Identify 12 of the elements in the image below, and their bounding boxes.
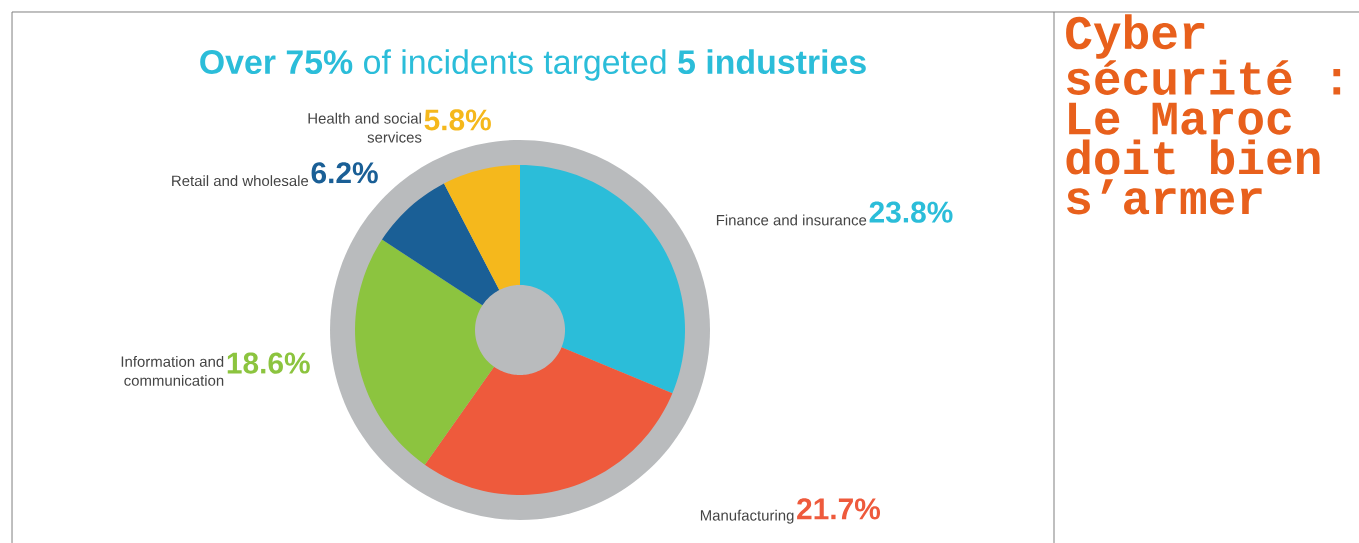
slice-label: Finance and insurance	[716, 214, 867, 226]
slice-label: Health and social services	[308, 112, 422, 143]
slice-label: Manufacturing	[700, 509, 794, 524]
data-label: 5.8%	[424, 109, 491, 131]
data-label: 21.7%	[797, 498, 881, 520]
data-label: 18.6%	[227, 352, 310, 374]
chart-title: Over 75% of incidents targeted 5 industries	[200, 49, 866, 81]
data-label: 23.8%	[869, 201, 953, 223]
slice-label: Information and communication	[121, 355, 224, 386]
slice-label: Retail and wholesale	[172, 175, 309, 187]
text: Cyber sécurité : Le Maroc doit bien s’armer	[1066, 14, 1341, 215]
data-label: 6.2%	[311, 162, 378, 184]
